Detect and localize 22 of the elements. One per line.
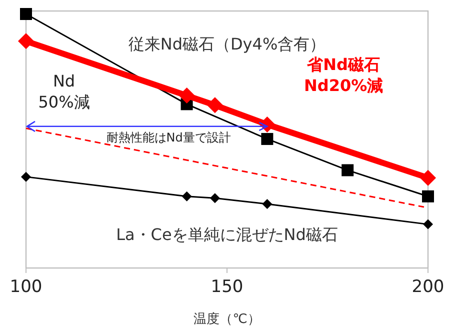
series-label: La・Ceを単純に混ぜたNd磁石: [116, 225, 338, 244]
x-tick-label: 200: [412, 277, 444, 297]
point: [423, 219, 433, 230]
x-axis-title: 温度（℃）: [194, 311, 260, 327]
point: [262, 198, 272, 209]
annotation: 耐熱性能はNd量で設計: [106, 130, 231, 144]
series-label: 従来Nd磁石（Dy4%含有）: [128, 34, 326, 54]
x-tick-label: 100: [10, 277, 42, 297]
point: [18, 33, 34, 50]
x-tick-label: 150: [210, 277, 244, 297]
annotation: Nd 50%減: [38, 71, 90, 112]
point: [210, 193, 220, 204]
point: [182, 191, 192, 202]
point: [422, 190, 434, 202]
point: [420, 170, 436, 186]
point: [342, 164, 354, 176]
point: [178, 88, 195, 104]
point: [206, 97, 223, 114]
point: [20, 8, 32, 20]
text: 省Nd磁石 Nd20%減: [304, 54, 384, 95]
point: [261, 132, 274, 145]
point: [21, 172, 31, 182]
